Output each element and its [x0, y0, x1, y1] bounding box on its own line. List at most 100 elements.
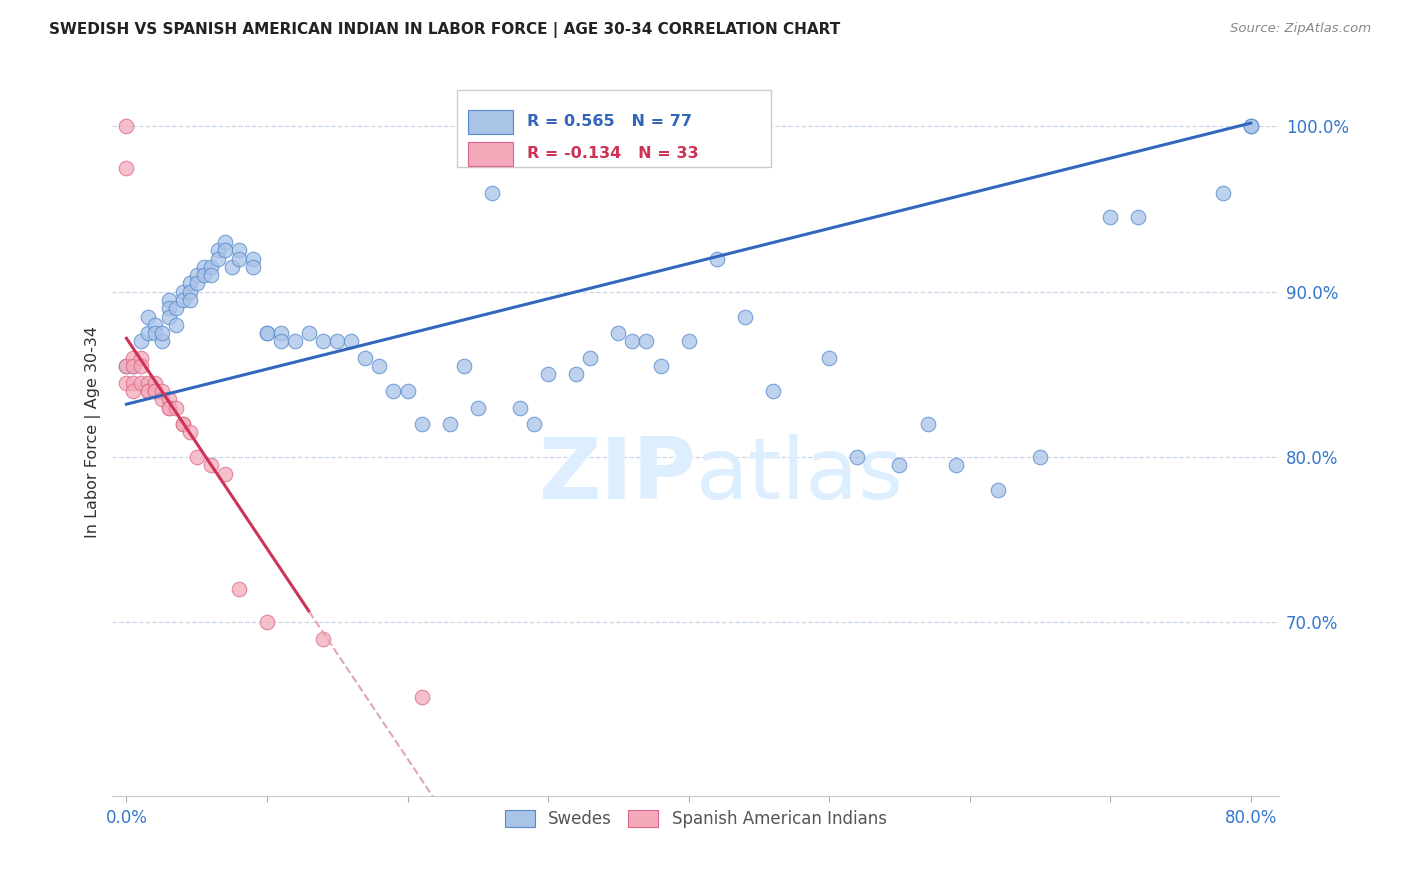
Point: [242, 260, 264, 274]
Point: [607, 326, 630, 340]
Point: [256, 326, 278, 340]
Point: [172, 417, 194, 431]
Point: [150, 334, 173, 349]
Point: [115, 359, 138, 373]
Point: [143, 318, 166, 332]
Point: [129, 351, 152, 365]
Point: [143, 384, 166, 398]
Point: [889, 458, 911, 473]
Text: SWEDISH VS SPANISH AMERICAN INDIAN IN LABOR FORCE | AGE 30-34 CORRELATION CHART: SWEDISH VS SPANISH AMERICAN INDIAN IN LA…: [49, 22, 841, 38]
Point: [256, 615, 278, 630]
Point: [214, 235, 236, 249]
Point: [917, 417, 939, 431]
Point: [537, 368, 560, 382]
Point: [200, 268, 222, 283]
Point: [467, 401, 489, 415]
Point: [157, 310, 180, 324]
Legend: Swedes, Spanish American Indians: Swedes, Spanish American Indians: [498, 804, 893, 835]
Point: [157, 293, 180, 307]
Point: [818, 351, 841, 365]
Point: [179, 285, 201, 299]
Point: [242, 252, 264, 266]
Point: [270, 334, 292, 349]
Point: [150, 392, 173, 407]
Point: [214, 467, 236, 481]
Point: [136, 310, 159, 324]
Point: [136, 376, 159, 390]
Point: [172, 417, 194, 431]
Text: Source: ZipAtlas.com: Source: ZipAtlas.com: [1230, 22, 1371, 36]
Point: [481, 186, 503, 200]
Point: [136, 384, 159, 398]
Point: [439, 417, 461, 431]
Point: [1212, 186, 1234, 200]
Point: [122, 384, 145, 398]
Point: [256, 326, 278, 340]
Point: [565, 368, 588, 382]
Point: [157, 401, 180, 415]
Point: [945, 458, 967, 473]
Point: [509, 401, 531, 415]
Point: [165, 401, 187, 415]
Point: [987, 483, 1010, 498]
Point: [207, 244, 229, 258]
Point: [150, 326, 173, 340]
Point: [298, 326, 321, 340]
Point: [312, 334, 335, 349]
Point: [734, 310, 756, 324]
Point: [650, 359, 672, 373]
Point: [172, 293, 194, 307]
Point: [200, 260, 222, 274]
Point: [186, 268, 208, 283]
Point: [115, 359, 138, 373]
Point: [150, 384, 173, 398]
Point: [186, 450, 208, 464]
Point: [136, 326, 159, 340]
Point: [122, 351, 145, 365]
Point: [621, 334, 644, 349]
Point: [157, 301, 180, 316]
Point: [179, 425, 201, 440]
Point: [636, 334, 658, 349]
Point: [207, 252, 229, 266]
Point: [523, 417, 546, 431]
Point: [1240, 120, 1263, 134]
Point: [143, 384, 166, 398]
Point: [115, 376, 138, 390]
Point: [579, 351, 602, 365]
FancyBboxPatch shape: [468, 142, 513, 166]
Point: [193, 268, 215, 283]
Point: [179, 293, 201, 307]
Point: [762, 384, 785, 398]
Point: [200, 458, 222, 473]
Point: [165, 318, 187, 332]
FancyBboxPatch shape: [468, 110, 513, 134]
FancyBboxPatch shape: [457, 90, 772, 167]
Point: [270, 326, 292, 340]
Point: [312, 632, 335, 646]
Point: [193, 260, 215, 274]
Point: [186, 277, 208, 291]
Point: [143, 376, 166, 390]
Point: [326, 334, 349, 349]
Point: [115, 120, 138, 134]
Point: [368, 359, 391, 373]
Point: [396, 384, 419, 398]
Text: atlas: atlas: [696, 434, 904, 517]
Point: [354, 351, 377, 365]
Y-axis label: In Labor Force | Age 30-34: In Labor Force | Age 30-34: [86, 326, 101, 538]
Point: [382, 384, 405, 398]
Point: [122, 359, 145, 373]
Point: [157, 392, 180, 407]
Point: [846, 450, 869, 464]
Point: [165, 301, 187, 316]
Point: [115, 161, 138, 175]
Point: [453, 359, 475, 373]
Text: ZIP: ZIP: [538, 434, 696, 517]
Point: [179, 277, 201, 291]
Point: [129, 334, 152, 349]
Point: [172, 285, 194, 299]
Point: [221, 260, 243, 274]
Point: [411, 690, 433, 704]
Point: [228, 582, 250, 597]
